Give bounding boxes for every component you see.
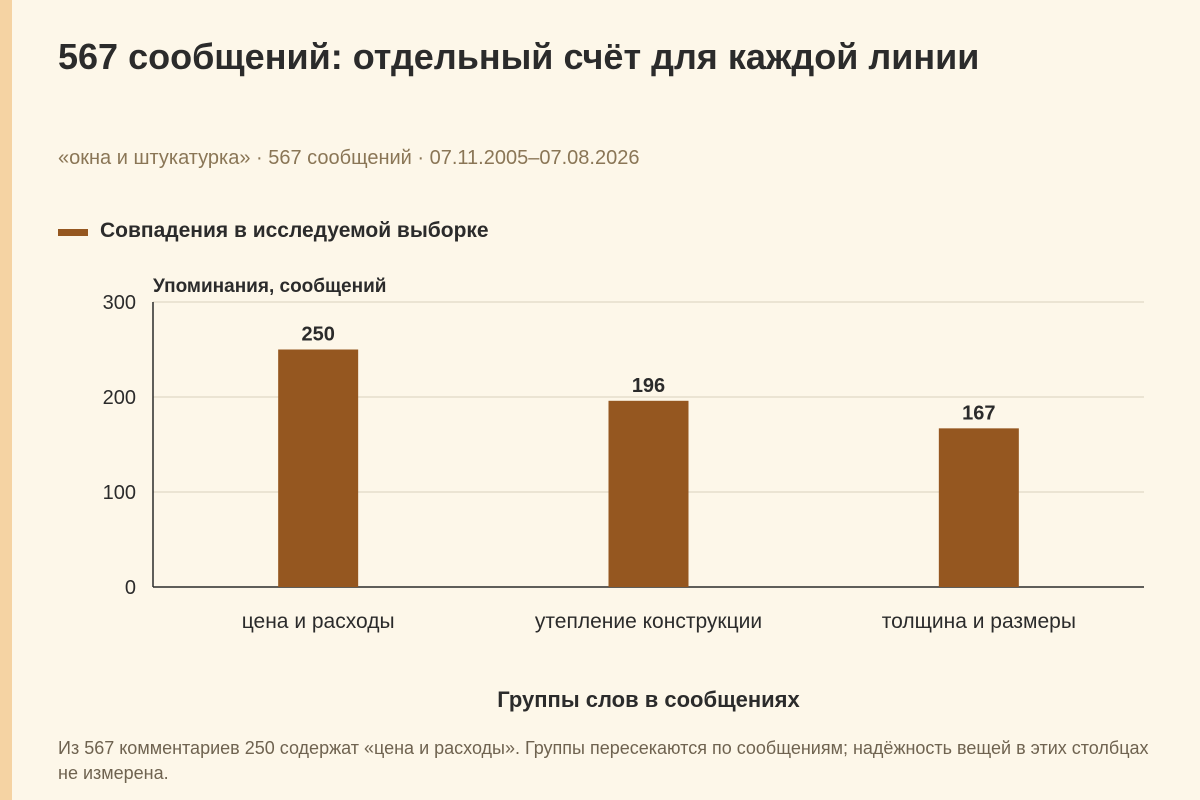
bar xyxy=(938,428,1019,587)
left-accent-bar xyxy=(0,0,12,800)
bar-value-label: 196 xyxy=(632,375,665,397)
x-tick-label: цена и расходы xyxy=(242,610,395,633)
x-tick-label: утепление конструкции xyxy=(535,610,762,633)
x-tick-label: толщина и размеры xyxy=(882,610,1076,633)
bar-value-label: 167 xyxy=(962,402,995,424)
y-axis-label: Упоминания, сообщений xyxy=(153,276,386,297)
y-tick-label: 100 xyxy=(103,482,136,504)
y-tick-label: 300 xyxy=(103,292,136,314)
bar xyxy=(278,349,359,587)
y-tick-label: 0 xyxy=(125,577,136,599)
bar-value-label: 250 xyxy=(301,324,334,346)
legend-swatch xyxy=(58,228,88,236)
legend-label: Совпадения в исследуемой выборке xyxy=(100,219,489,242)
chart-legend: Совпадения в исследуемой выборке xyxy=(58,219,489,243)
chart-subtitle: «окна и штукатурка» · 567 сообщений · 07… xyxy=(58,147,640,169)
footnote: Из 567 комментариев 250 содержат «цена и… xyxy=(58,738,1149,783)
bar xyxy=(608,400,689,587)
chart-title: 567 сообщений: отдельный счёт для каждой… xyxy=(58,36,980,77)
x-axis-label: Группы слов в сообщениях xyxy=(497,687,800,712)
y-tick-label: 200 xyxy=(103,387,136,409)
